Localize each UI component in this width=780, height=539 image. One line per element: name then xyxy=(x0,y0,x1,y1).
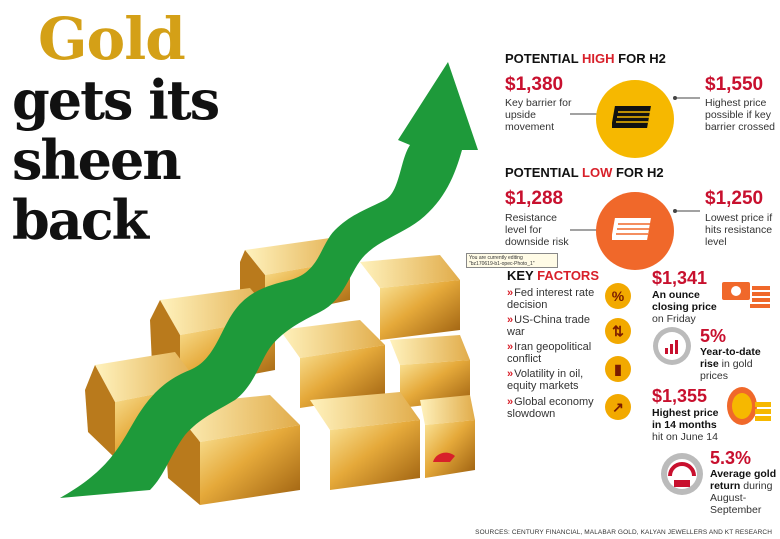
headline-line3: sheen xyxy=(12,128,182,192)
stat-bold: Average gold return xyxy=(710,468,777,492)
stat-bold: Highest price in 14 months xyxy=(652,407,719,431)
key-factors-heading: KEY FACTORS xyxy=(507,268,599,283)
key-factor-label: Fed interest rate decision xyxy=(507,287,595,311)
key-factor-label: Iran geopolitical conflict xyxy=(507,341,592,365)
stat-rest: on Friday xyxy=(652,313,696,325)
gauge-chart-icon xyxy=(653,327,691,365)
tooltip-line1: You are currently editing xyxy=(469,255,523,261)
trade-arrows-icon: ⇅ xyxy=(605,318,631,344)
heading-post: FOR H2 xyxy=(612,165,664,180)
heading-highlight: LOW xyxy=(582,165,613,180)
tooltip-line2: "bz170619-b1-opec-Photo_1" xyxy=(469,261,535,267)
low-left-desc: Resistance level for downside risk xyxy=(505,212,569,248)
stat-bold: Year-to-date rise xyxy=(700,346,761,370)
oil-barrel-icon: ▮ xyxy=(605,356,631,382)
gold-bars-illustration xyxy=(60,62,478,505)
heading-highlight: FACTORS xyxy=(537,268,599,283)
heading-highlight: HIGH xyxy=(582,51,615,66)
potential-high-heading: POTENTIAL HIGH FOR H2 xyxy=(505,51,666,66)
stat-rest: during August-September xyxy=(710,480,773,516)
stat-desc: An ounce closing price on Friday xyxy=(652,289,727,325)
stat-rest: in gold prices xyxy=(700,358,753,382)
gold-coins-icon xyxy=(727,387,771,425)
key-factor-label: Volatility in oil, equity markets xyxy=(507,368,584,392)
stat-desc: Average gold return during August-Septem… xyxy=(710,468,778,516)
key-factor-item: »Fed interest rate decision xyxy=(507,287,595,311)
high-left-desc: Key barrier for upside movement xyxy=(505,97,572,133)
key-factor-label: US-China trade war xyxy=(507,314,590,338)
sources-footer: SOURCES: CENTURY FINANCIAL, MALABAR GOLD… xyxy=(475,529,772,536)
stat-desc: Highest price in 14 months hit on June 1… xyxy=(652,407,727,443)
stat-value: $1,355 xyxy=(652,386,708,406)
stat-value: 5.3% xyxy=(710,448,752,468)
heading-pre: POTENTIAL xyxy=(505,51,583,66)
red-figurine-icon xyxy=(433,452,455,462)
editing-tooltip: You are currently editing "bz170619-b1-o… xyxy=(466,253,558,268)
percent-icon: % xyxy=(605,283,631,309)
heading-pre: POTENTIAL xyxy=(505,165,583,180)
low-right-desc: Lowest price if hits resistance level xyxy=(705,212,773,248)
cash-stack-icon xyxy=(612,106,651,128)
cash-stack-orange-icon xyxy=(722,282,770,308)
low-left-value: $1,288 xyxy=(505,188,564,209)
headline-gold: Gold xyxy=(38,5,186,73)
key-factor-label: Global economy slowdown xyxy=(507,396,594,420)
heading-pre: KEY xyxy=(507,268,538,283)
stat-value: $1,341 xyxy=(652,268,708,288)
heading-post: FOR H2 xyxy=(614,51,666,66)
chart-up-icon: ↗ xyxy=(605,394,631,420)
stat-rest: hit on June 14 xyxy=(652,431,718,443)
stat-value: 5% xyxy=(700,326,727,346)
cash-stack-low-icon xyxy=(612,218,651,240)
potential-low-heading: POTENTIAL LOW FOR H2 xyxy=(505,165,664,180)
key-factor-item: »Global economy slowdown xyxy=(507,396,594,420)
high-left-value: $1,380 xyxy=(505,74,564,95)
high-right-desc: Highest price possible if key barrier cr… xyxy=(705,97,776,133)
key-factor-item: »Volatility in oil, equity markets xyxy=(507,368,584,392)
green-rising-arrow xyxy=(60,62,478,498)
key-factor-item: »US-China trade war xyxy=(507,314,590,338)
key-factor-item: »Iran geopolitical conflict xyxy=(507,341,592,365)
headline-line4: back xyxy=(12,188,149,252)
high-right-value: $1,550 xyxy=(705,74,764,95)
stat-bold: An ounce closing price xyxy=(652,289,717,313)
headline-line2: gets its xyxy=(12,68,220,132)
gold-gauge-icon xyxy=(661,453,703,495)
stat-desc: Year-to-date rise in gold prices xyxy=(700,346,775,382)
low-right-value: $1,250 xyxy=(705,188,764,209)
